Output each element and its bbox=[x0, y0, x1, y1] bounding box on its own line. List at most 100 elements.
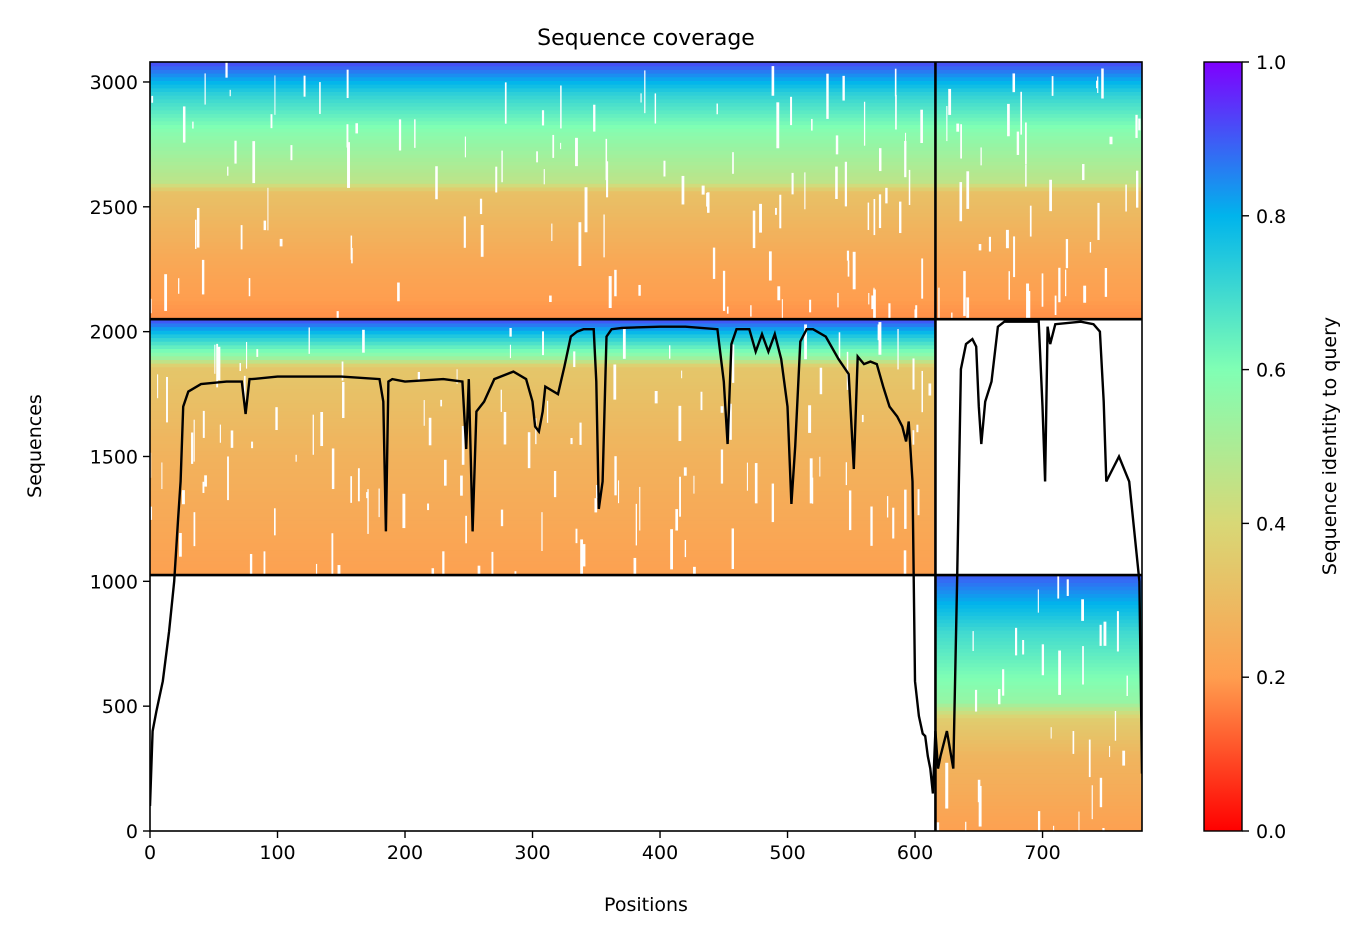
msa-gap bbox=[150, 506, 153, 520]
msa-row-band bbox=[150, 245, 1142, 250]
msa-row-band bbox=[150, 567, 936, 573]
msa-row-band bbox=[935, 768, 1142, 774]
msa-gap bbox=[1116, 611, 1119, 652]
msa-gap bbox=[204, 73, 206, 105]
x-axis-label: Positions bbox=[604, 894, 688, 916]
msa-gap bbox=[870, 506, 873, 546]
msa-gap bbox=[509, 344, 511, 359]
colorbar-tick-label: 1.0 bbox=[1256, 52, 1286, 74]
msa-row-band bbox=[935, 706, 1142, 711]
msa-gap bbox=[1114, 710, 1117, 741]
msa-gap bbox=[826, 73, 829, 119]
msa-gap bbox=[1102, 827, 1105, 831]
msa-gap bbox=[1091, 785, 1093, 820]
msa-row-band bbox=[935, 721, 1142, 726]
msa-row-band bbox=[150, 538, 936, 543]
msa-row-band bbox=[150, 417, 936, 423]
msa-gap bbox=[398, 119, 402, 151]
msa-gap bbox=[341, 361, 344, 381]
msa-row-band bbox=[935, 783, 1142, 788]
msa-gap bbox=[894, 68, 897, 97]
msa-gap bbox=[895, 94, 897, 130]
msa-gap bbox=[644, 70, 646, 114]
msa-gap bbox=[846, 250, 850, 261]
msa-gap bbox=[319, 82, 321, 114]
msa-row-band bbox=[150, 69, 1142, 74]
msa-row-band bbox=[150, 421, 936, 426]
msa-gap bbox=[892, 507, 895, 539]
msa-gap bbox=[582, 544, 586, 567]
msa-gap bbox=[191, 432, 194, 464]
msa-gap bbox=[1097, 76, 1099, 94]
msa-row-band bbox=[150, 304, 1142, 309]
msa-gap bbox=[378, 488, 380, 518]
msa-gap bbox=[1138, 118, 1141, 131]
msa-row-band bbox=[150, 234, 1142, 239]
msa-gap bbox=[928, 383, 932, 396]
msa-row-band bbox=[150, 487, 936, 492]
msa-row-band bbox=[150, 168, 1142, 173]
msa-gap bbox=[732, 152, 734, 174]
x-tick-label: 500 bbox=[769, 842, 805, 864]
msa-gap bbox=[1002, 669, 1005, 696]
msa-gap bbox=[1022, 640, 1025, 655]
msa-gap bbox=[956, 123, 960, 132]
msa-gap bbox=[726, 306, 729, 314]
msa-gap bbox=[431, 568, 435, 612]
msa-gap bbox=[912, 358, 915, 390]
msa-row-band bbox=[935, 805, 1142, 810]
msa-row-band bbox=[150, 534, 936, 540]
msa-row-band bbox=[935, 735, 1142, 741]
msa-gap bbox=[331, 448, 335, 490]
msa-gap bbox=[536, 151, 538, 163]
msa-gap bbox=[227, 166, 229, 176]
msa-gap bbox=[549, 295, 552, 303]
msa-gap bbox=[768, 251, 772, 281]
msa-row-band bbox=[935, 710, 1142, 715]
colorbar-ticks: 0.0 0.2 0.4 0.6 0.8 1.0 bbox=[1242, 52, 1286, 843]
msa-row-band bbox=[150, 179, 1142, 184]
msa-gap bbox=[750, 305, 752, 317]
msa-gap bbox=[157, 374, 159, 399]
msa-gap bbox=[977, 779, 981, 803]
msa-row-band bbox=[935, 644, 1142, 649]
msa-row-band bbox=[150, 223, 1142, 228]
msa-row-band bbox=[150, 256, 1142, 261]
msa-gap bbox=[1096, 80, 1098, 89]
msa-gap bbox=[790, 96, 793, 126]
msa-row-band bbox=[150, 190, 1142, 195]
msa-row-band bbox=[935, 670, 1142, 675]
msa-gap bbox=[308, 327, 310, 354]
msa-row-band bbox=[150, 560, 936, 565]
msa-gap bbox=[546, 400, 549, 423]
chart-title: Sequence coverage bbox=[537, 26, 755, 51]
msa-gap bbox=[980, 147, 982, 166]
msa-gap bbox=[491, 551, 494, 587]
msa-row-band bbox=[150, 297, 1142, 302]
msa-gap bbox=[731, 528, 734, 569]
msa-row-band bbox=[150, 183, 1142, 188]
msa-gap bbox=[731, 344, 735, 383]
msa-gap bbox=[249, 553, 253, 589]
msa-row-band bbox=[935, 575, 1142, 580]
msa-row-band bbox=[150, 98, 1142, 104]
y-tick-label: 2500 bbox=[90, 197, 138, 219]
msa-gap bbox=[921, 370, 923, 413]
msa-gap bbox=[614, 456, 617, 496]
msa-row-band bbox=[150, 117, 1142, 122]
msa-row-band bbox=[935, 578, 1142, 583]
msa-row-band bbox=[150, 142, 1142, 148]
msa-gap bbox=[230, 430, 234, 448]
msa-gap bbox=[179, 532, 182, 557]
msa-gap bbox=[848, 490, 852, 531]
msa-gap bbox=[654, 93, 657, 124]
msa-row-band bbox=[150, 447, 936, 452]
msa-gap bbox=[912, 430, 915, 445]
msa-gap bbox=[675, 509, 679, 531]
msa-gap bbox=[541, 110, 545, 126]
msa-row-band bbox=[935, 655, 1142, 660]
msa-gap bbox=[693, 566, 696, 606]
msa-gap bbox=[752, 210, 756, 249]
msa-gap bbox=[1136, 170, 1139, 208]
colorbar-tick-label: 0.0 bbox=[1256, 821, 1286, 843]
